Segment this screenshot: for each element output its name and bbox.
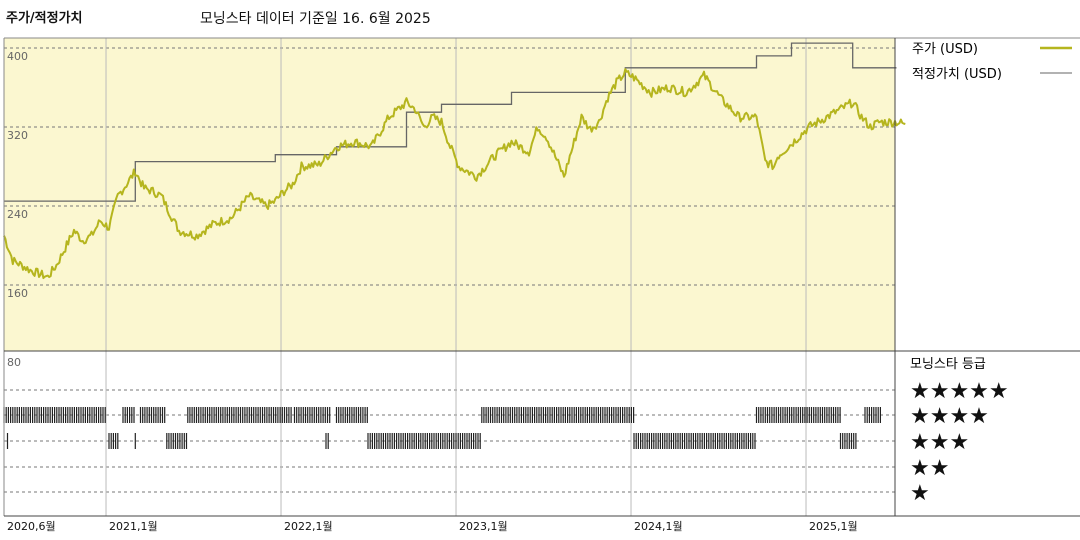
x-tick-label: 2022,1월	[284, 520, 333, 533]
chart-title: 주가/적정가치	[6, 11, 83, 26]
data-date-label: 모닝스타 데이터 기준일 16. 6월 2025	[200, 11, 431, 27]
rating-period-3-star	[633, 433, 756, 449]
upper-panel-bg	[4, 38, 895, 351]
rating-period-3-star	[839, 433, 857, 449]
rating-period-3-star	[325, 433, 329, 449]
rating-period-4-star	[755, 407, 841, 423]
rating-panel-title: 모닝스타 등급	[910, 357, 986, 372]
y-tick-label: 400	[7, 50, 28, 63]
rating-period-4-star	[335, 407, 368, 423]
y-tick-label: 160	[7, 287, 28, 300]
price-line	[3, 68, 906, 280]
x-tick-label: 2024,1월	[634, 520, 683, 533]
rating-period-4-star	[187, 407, 292, 423]
rating-period-4-star	[3, 407, 106, 423]
rating-legend-2-stars: ★★	[910, 456, 949, 481]
rating-period-4-star	[293, 407, 331, 423]
rating-legend-1-stars: ★	[910, 481, 930, 506]
rating-period-3-star	[166, 433, 188, 449]
x-tick-label: 2020,6월	[7, 520, 56, 533]
rating-legend-3-stars: ★★★	[910, 430, 969, 455]
rating-legend-4-stars: ★★★★	[910, 404, 989, 429]
rating-legend-5-stars: ★★★★★	[910, 379, 1009, 404]
rating-period-4-star	[139, 407, 166, 423]
x-tick-label: 2021,1월	[109, 520, 158, 533]
rating-period-4-star	[122, 407, 135, 423]
legend-price-label: 주가 (USD)	[912, 42, 978, 57]
rating-period-4-star	[864, 407, 882, 423]
legend-fair-label: 적정가치 (USD)	[912, 67, 1002, 82]
fair-value-line	[4, 42, 897, 202]
y-tick-label: 320	[7, 129, 28, 142]
rating-period-4-star	[481, 407, 635, 423]
rating-period-3-star	[108, 433, 119, 449]
rating-period-3-star	[367, 433, 481, 449]
y-tick-label: 80	[7, 356, 21, 369]
y-tick-label: 240	[7, 208, 28, 221]
x-tick-label: 2025,1월	[809, 520, 858, 533]
x-tick-label: 2023,1월	[459, 520, 508, 533]
